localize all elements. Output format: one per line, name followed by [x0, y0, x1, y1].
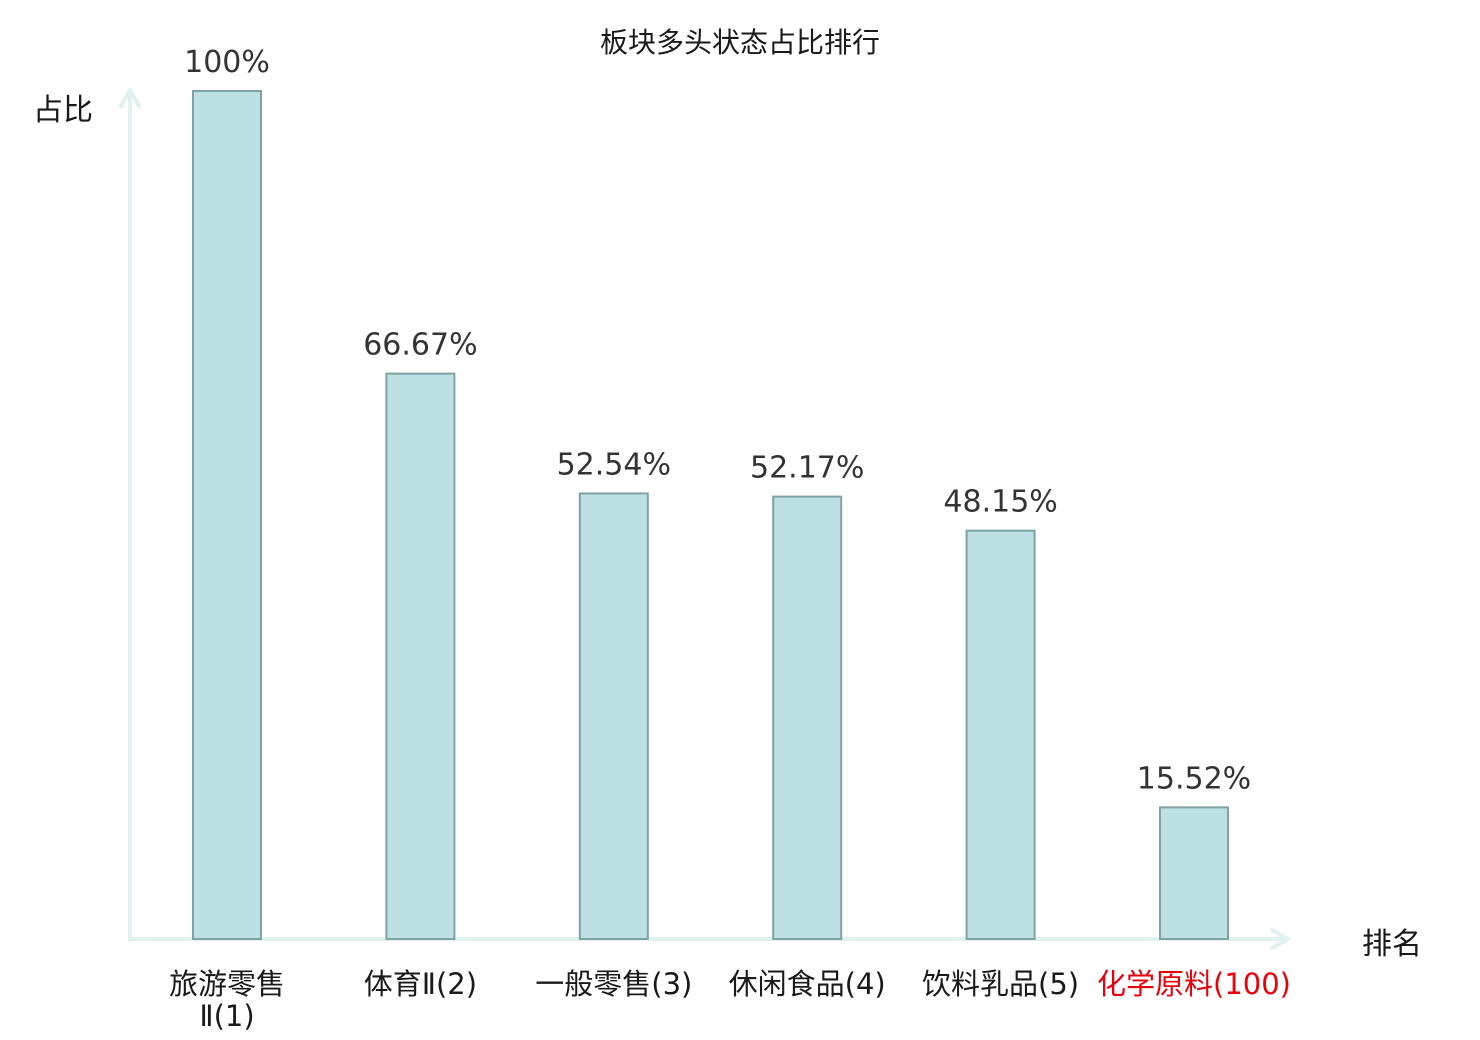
bar [1159, 806, 1229, 940]
category-tick-label: 休闲食品(4) [729, 967, 886, 1001]
bar [965, 529, 1036, 940]
category-labels-group: 旅游零售 Ⅱ(1) 体育Ⅱ(2) 一般零售(3) 休闲食品(4) 饮料乳品(5) 化学原料(… [169, 967, 1291, 1033]
bar-value-label: 66.67% [363, 328, 477, 363]
x-axis-label: 排名 [1362, 927, 1422, 962]
bar-value-label: 48.15% [943, 485, 1057, 520]
x-axis-arrow [1270, 928, 1290, 950]
value-labels-group: 100% 66.67% 52.54% 52.17% 48.15% 15.52% [184, 45, 1251, 796]
bar [578, 492, 649, 940]
axes [119, 88, 1290, 950]
y-axis-arrow [119, 88, 141, 108]
category-tick-label: 体育Ⅱ(2) [364, 967, 477, 1001]
bar [385, 372, 456, 940]
bar [772, 495, 843, 940]
category-tick-label: 饮料乳品(5) [922, 967, 1079, 1001]
category-tick-label: 旅游零售 Ⅱ(1) [169, 967, 285, 1033]
chart-title: 板块多头状态占比排行 [600, 26, 880, 59]
bar-value-label: 52.17% [750, 451, 864, 486]
bar-value-label: 100% [184, 45, 270, 80]
bars-group [192, 90, 1229, 940]
bar [192, 90, 262, 940]
bar-value-label: 15.52% [1137, 761, 1251, 796]
y-axis-label: 占比 [33, 93, 93, 128]
bar-value-label: 52.54% [557, 447, 671, 482]
category-tick-label: 化学原料(100) [1097, 967, 1291, 1001]
category-tick-label: 一般零售(3) [535, 967, 692, 1001]
